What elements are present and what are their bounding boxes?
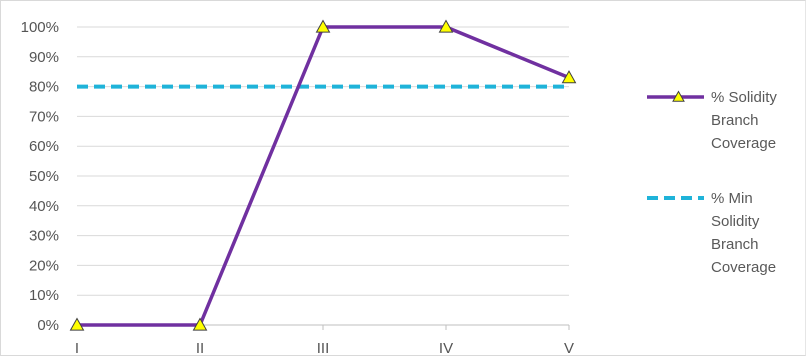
data-point-marker [438, 19, 454, 33]
x-tick-label: III [317, 340, 330, 355]
legend-label: Coverage [711, 259, 776, 276]
legend-label: Branch [711, 112, 759, 129]
data-point-marker [561, 70, 577, 84]
x-tick-label: I [75, 340, 79, 355]
y-tick-label: 0% [37, 317, 59, 334]
legend-label: Coverage [711, 135, 776, 152]
series-0 [69, 19, 577, 331]
legend: % Solidity Branch Coverage % Min Solidity Bra… [647, 89, 777, 276]
y-axis-ticks: 0% 10% 20% 30% 40% 50% 60% 70% 80% 90% 100% [21, 19, 59, 334]
x-axis-ticks: I II III IV V [75, 340, 574, 357]
legend-label: Solidity [711, 213, 760, 230]
y-tick-label: 10% [29, 287, 59, 304]
legend-item: % Solidity Branch Coverage [647, 89, 777, 152]
y-tick-label: 90% [29, 49, 59, 66]
y-tick-label: 60% [29, 138, 59, 155]
x-tick-label: IV [439, 340, 453, 355]
legend-item: % Min Solidity Branch Coverage [647, 190, 776, 276]
y-tick-label: 20% [29, 257, 59, 274]
y-tick-label: 40% [29, 198, 59, 215]
data-point-marker [315, 19, 331, 33]
data-point-marker [192, 317, 208, 331]
y-tick-label: 100% [21, 19, 59, 36]
series-layer [69, 19, 577, 331]
legend-label: Branch [711, 236, 759, 253]
y-tick-label: 70% [29, 108, 59, 125]
data-point-marker [69, 317, 85, 331]
gridlines [77, 26, 569, 326]
x-tick-label: II [196, 340, 204, 355]
y-tick-label: 30% [29, 228, 59, 245]
x-tick-label: V [564, 340, 574, 355]
legend-label: % Solidity [711, 89, 777, 106]
legend-label: % Min [711, 190, 753, 207]
y-tick-label: 50% [29, 168, 59, 185]
legend-marker [672, 90, 685, 102]
y-tick-label: 80% [29, 79, 59, 96]
